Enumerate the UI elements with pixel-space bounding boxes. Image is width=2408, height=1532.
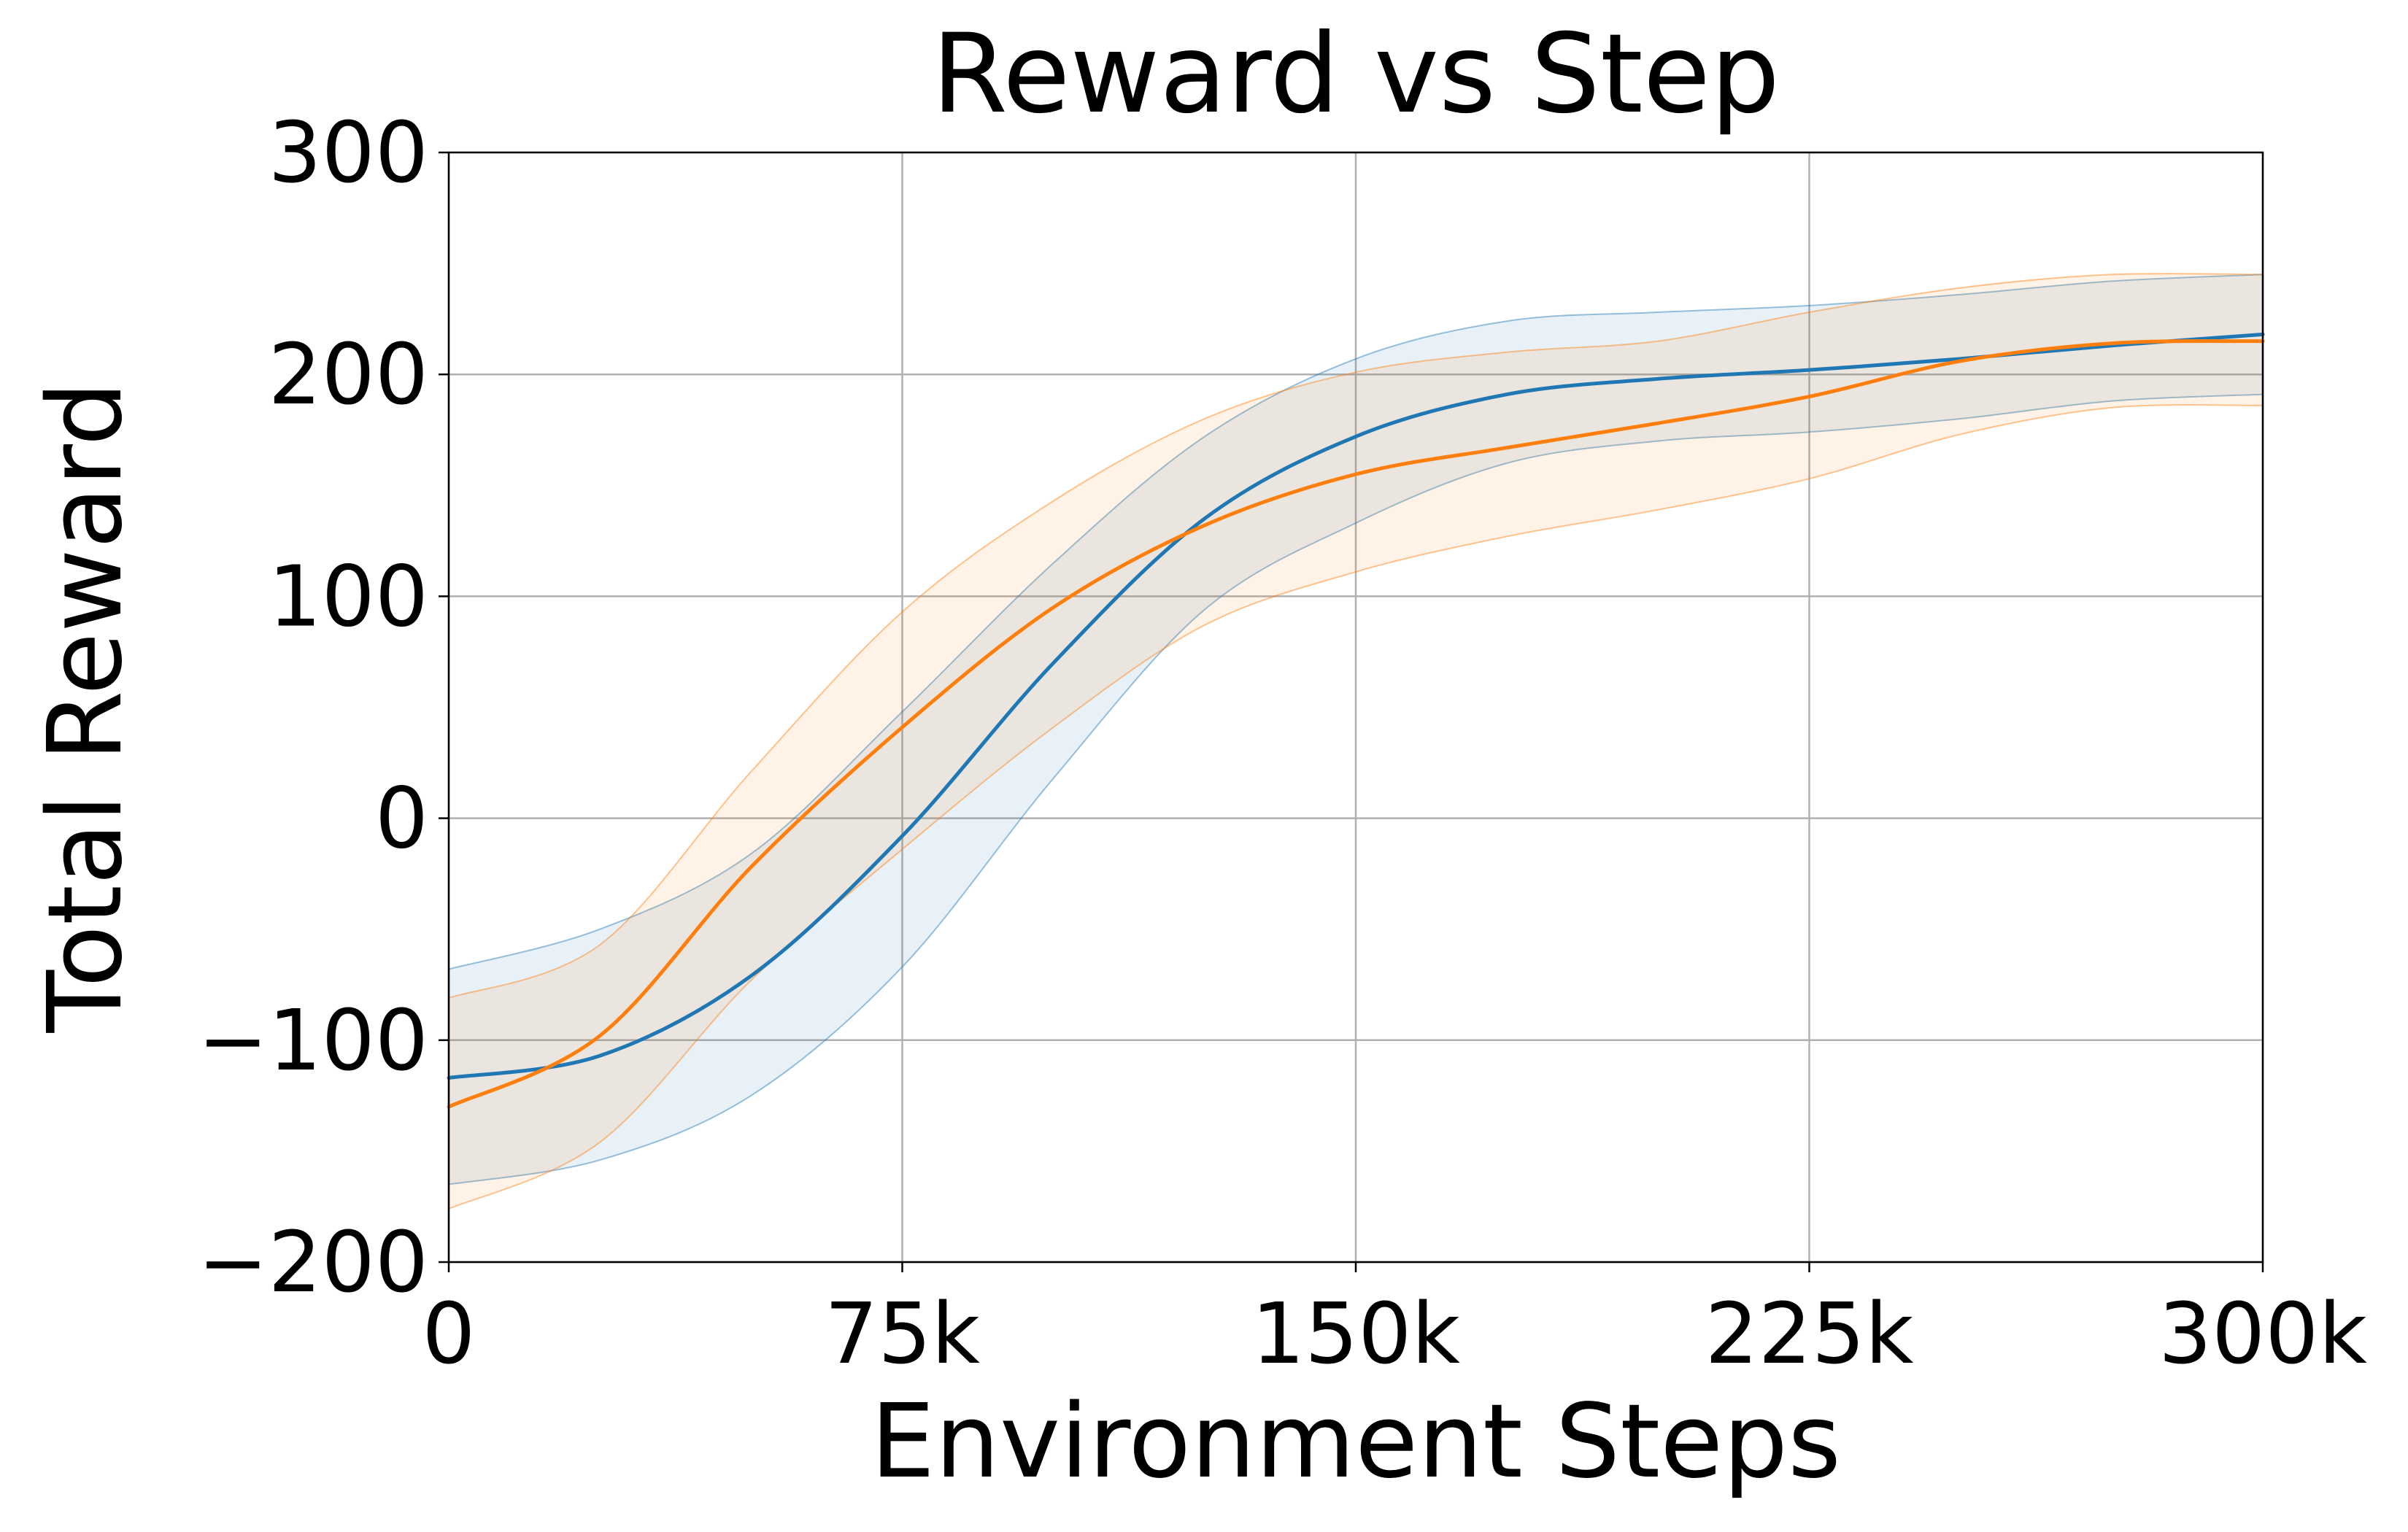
series-1-line	[447, 332, 2265, 1080]
band-layer	[448, 272, 2264, 1210]
series-1-band	[449, 274, 2263, 1185]
series-1-upper-edge	[448, 274, 2264, 970]
y-axis-label: Total Reward	[26, 382, 145, 1034]
chart-title: Reward vs Step	[932, 11, 1780, 138]
x-tick-label: 150k	[1251, 1285, 1460, 1383]
series-2-band	[449, 273, 2263, 1209]
line-layer	[447, 332, 2265, 1109]
x-tick-label: 300k	[2158, 1285, 2367, 1383]
x-tick-label: 75k	[825, 1285, 980, 1383]
x-axis-label: Environment Steps	[871, 1382, 1841, 1501]
y-tick-label: −200	[198, 1214, 428, 1312]
series-2-upper-edge	[448, 272, 2264, 999]
series-1-lower-edge	[448, 393, 2264, 1185]
tick-layer: 0 75k 150k 225k 300k −200 −100 0 100 200 300	[198, 104, 2367, 1383]
series-2-line	[447, 339, 2265, 1109]
y-tick-label: −100	[198, 992, 428, 1090]
y-tick-label: 200	[269, 326, 429, 424]
x-tick-label: 0	[422, 1285, 475, 1383]
y-tick-label: 300	[269, 104, 429, 202]
series-2-lower-edge	[448, 403, 2264, 1210]
x-tick-label: 225k	[1705, 1285, 1913, 1383]
y-tick-label: 0	[375, 770, 428, 868]
y-tick-label: 100	[269, 548, 429, 646]
